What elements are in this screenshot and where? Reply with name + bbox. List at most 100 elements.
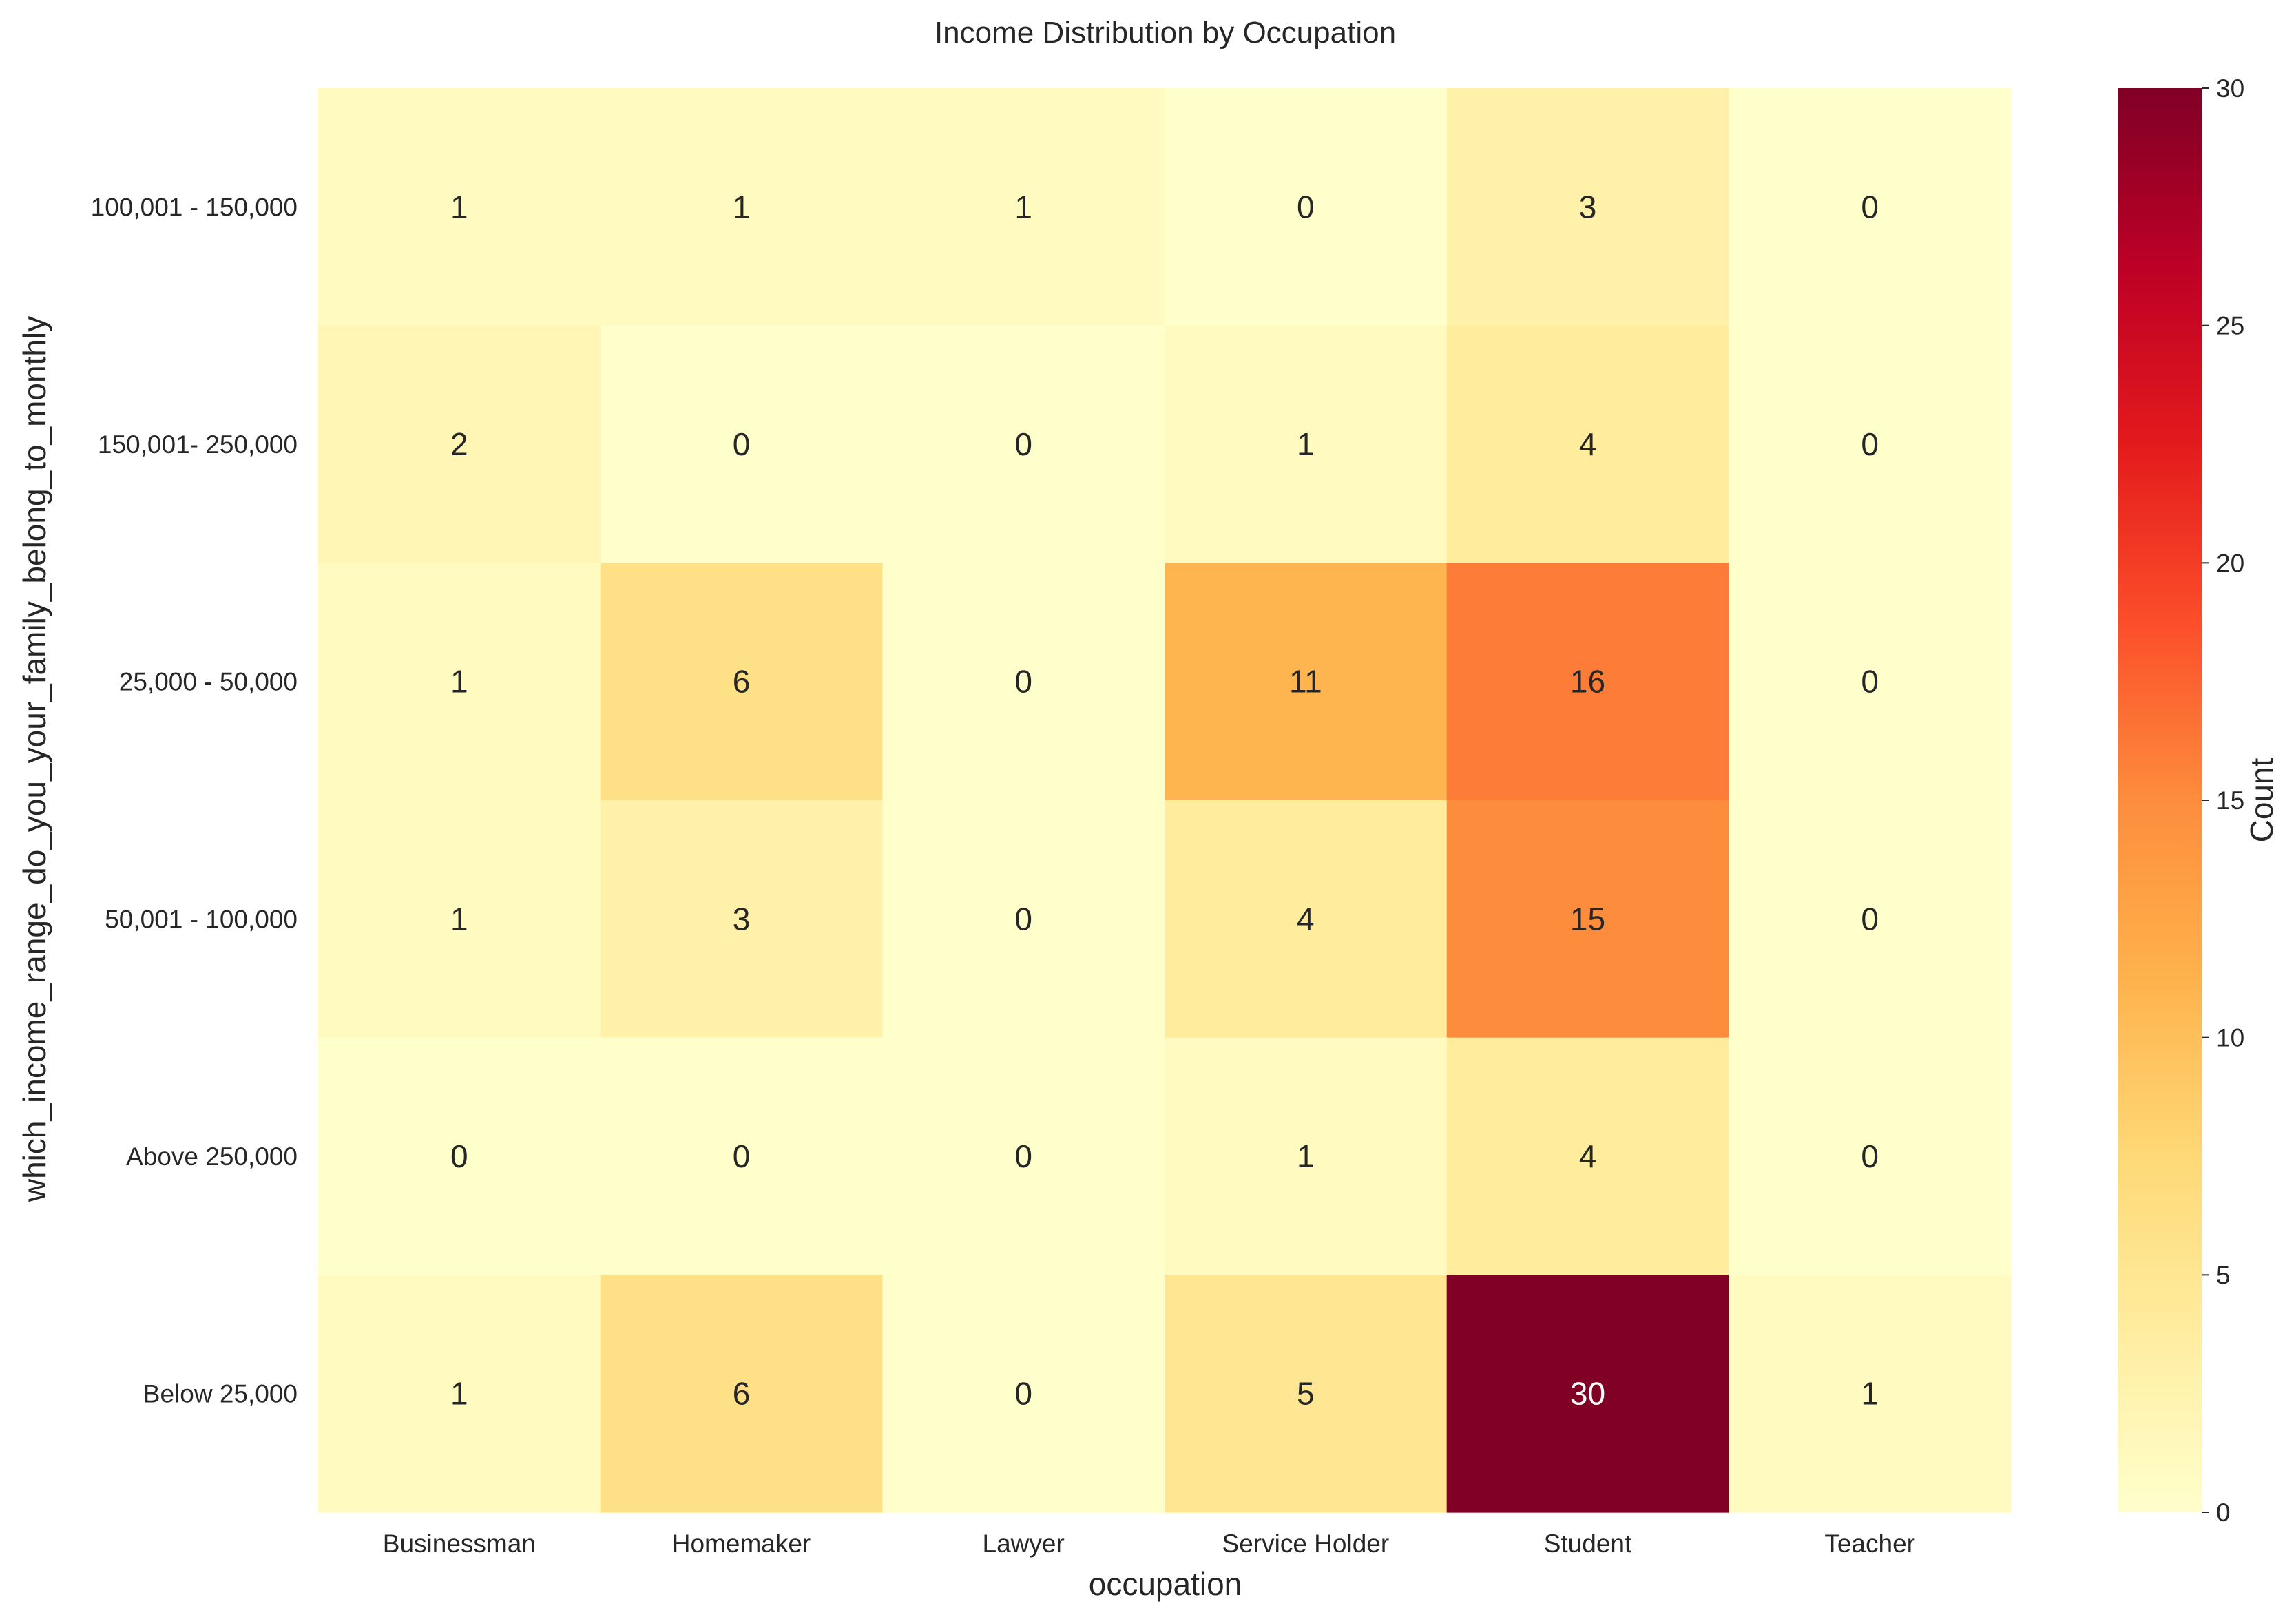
y-tick-label: Above 250,000 bbox=[126, 1142, 298, 1171]
cell-value-label: 4 bbox=[1297, 901, 1315, 937]
heatmap-cell bbox=[882, 1037, 1165, 1275]
y-tick-label: 25,000 - 50,000 bbox=[119, 668, 298, 696]
cell-value-label: 4 bbox=[1579, 426, 1597, 462]
heatmap-cell bbox=[600, 88, 883, 326]
heatmap-cell bbox=[882, 1275, 1165, 1513]
heatmap-cell bbox=[1729, 325, 2012, 563]
cell-value-label: 1 bbox=[450, 189, 468, 224]
chart-title: Income Distribution by Occupation bbox=[935, 16, 1396, 50]
cell-value-label: 0 bbox=[1861, 664, 1879, 700]
colorbar-tick-label: 20 bbox=[2216, 549, 2244, 577]
colorbar-tick-label: 0 bbox=[2216, 1498, 2231, 1527]
cell-value-label: 6 bbox=[733, 664, 751, 700]
cell-value-label: 0 bbox=[1861, 1138, 1879, 1174]
y-tick-label: 50,001 - 100,000 bbox=[105, 905, 298, 933]
heatmap-cell bbox=[1165, 800, 1448, 1038]
heatmap-cell bbox=[1165, 325, 1448, 563]
heatmap-cell bbox=[1729, 1037, 2012, 1275]
cell-value-label: 1 bbox=[1014, 189, 1032, 224]
cell-value-label: 6 bbox=[733, 1376, 751, 1412]
cell-value-label: 1 bbox=[1297, 1138, 1315, 1174]
heatmap-cell bbox=[600, 1275, 883, 1513]
cell-value-label: 4 bbox=[1579, 1138, 1597, 1174]
heatmap-cell bbox=[1165, 1275, 1448, 1513]
heatmap-cell bbox=[600, 325, 883, 563]
cell-value-label: 5 bbox=[1297, 1376, 1315, 1412]
cell-value-label: 1 bbox=[450, 1376, 468, 1412]
heatmap-cell bbox=[1729, 800, 2012, 1038]
cell-value-label: 2 bbox=[450, 426, 468, 462]
heatmap-cell bbox=[318, 563, 601, 801]
cell-value-label: 15 bbox=[1570, 901, 1605, 937]
heatmap-cell bbox=[1446, 1037, 1729, 1275]
y-tick-labels: 100,001 - 150,000 150,001- 250,000 25,000 … bbox=[91, 193, 298, 1408]
colorbar-ticks: 0 5 10 15 20 25 30 bbox=[2202, 74, 2244, 1527]
cell-value-label: 0 bbox=[1014, 426, 1032, 462]
x-tick-label: Lawyer bbox=[983, 1529, 1065, 1558]
heatmap-cell bbox=[1729, 563, 2012, 801]
heatmap-cell-labels: 1 1 1 0 3 02 0 0 1 4 01 6 0 11 16 01 3 0 4 15 00 0 0 1 4 01 6 0 5 30 1 bbox=[450, 189, 1879, 1411]
heatmap-cell bbox=[882, 563, 1165, 801]
cell-value-label: 0 bbox=[1014, 1138, 1032, 1174]
colorbar-tick-label: 25 bbox=[2216, 312, 2244, 340]
cell-value-label: 0 bbox=[1861, 901, 1879, 937]
y-tick-label: 150,001- 250,000 bbox=[98, 430, 298, 459]
x-tick-label: Service Holder bbox=[1222, 1529, 1390, 1558]
y-tick-label: Below 25,000 bbox=[143, 1380, 298, 1408]
heatmap-cell bbox=[318, 1275, 601, 1513]
cell-value-label: 0 bbox=[1014, 901, 1032, 937]
cell-value-label: 3 bbox=[733, 901, 751, 937]
heatmap-cell bbox=[318, 1037, 601, 1275]
heatmap-cell bbox=[1165, 88, 1448, 326]
cell-value-label: 16 bbox=[1570, 664, 1605, 700]
x-tick-label: Teacher bbox=[1824, 1529, 1915, 1558]
cell-value-label: 1 bbox=[733, 189, 751, 224]
heatmap-cell bbox=[1446, 563, 1729, 801]
heatmap-cell bbox=[1165, 563, 1448, 801]
cell-value-label: 1 bbox=[450, 664, 468, 700]
heatmap-cell bbox=[600, 563, 883, 801]
heatmap-cell bbox=[1165, 1037, 1448, 1275]
x-axis-label: occupation bbox=[1089, 1566, 1242, 1602]
heatmap-cell bbox=[318, 800, 601, 1038]
cell-value-label: 0 bbox=[1861, 426, 1879, 462]
heatmap-cell bbox=[1446, 88, 1729, 326]
colorbar bbox=[2118, 88, 2202, 1512]
cell-value-label: 30 bbox=[1570, 1376, 1605, 1412]
heatmap-cell bbox=[600, 1037, 883, 1275]
cell-value-label: 1 bbox=[1297, 426, 1315, 462]
cell-value-label: 0 bbox=[733, 1138, 751, 1174]
heatmap-cell bbox=[1446, 325, 1729, 563]
x-tick-label: Homemaker bbox=[672, 1529, 811, 1558]
cell-value-label: 1 bbox=[1861, 1376, 1879, 1412]
cell-value-label: 1 bbox=[450, 901, 468, 937]
colorbar-tick-label: 30 bbox=[2216, 74, 2244, 103]
y-tick-label: 100,001 - 150,000 bbox=[91, 193, 298, 221]
heatmap-cell bbox=[882, 325, 1165, 563]
heatmap-cell bbox=[1446, 1275, 1729, 1513]
cell-value-label: 0 bbox=[733, 426, 751, 462]
heatmap-cell bbox=[882, 800, 1165, 1038]
heatmap-cell bbox=[600, 800, 883, 1038]
y-axis-label: which_income_range_do_you_your_family_be… bbox=[17, 316, 52, 1202]
colorbar-tick-label: 10 bbox=[2216, 1024, 2244, 1052]
heatmap-cell bbox=[318, 88, 601, 326]
cell-value-label: 0 bbox=[450, 1138, 468, 1174]
cell-value-label: 0 bbox=[1014, 664, 1032, 700]
x-tick-labels: Businessman Homemaker Lawyer Service Holder… bbox=[383, 1529, 1915, 1558]
colorbar-tick-label: 5 bbox=[2216, 1261, 2231, 1289]
heatmap-cells bbox=[318, 88, 2012, 1513]
heatmap-cell bbox=[318, 325, 601, 563]
cell-value-label: 0 bbox=[1297, 189, 1315, 224]
heatmap-cell bbox=[1729, 1275, 2012, 1513]
x-tick-label: Student bbox=[1544, 1529, 1632, 1558]
colorbar-label: Count bbox=[2244, 758, 2279, 842]
x-tick-label: Businessman bbox=[383, 1529, 536, 1558]
heatmap-cell bbox=[1729, 88, 2012, 326]
heatmap-cell bbox=[1446, 800, 1729, 1038]
heatmap-cell bbox=[882, 88, 1165, 326]
cell-value-label: 0 bbox=[1014, 1376, 1032, 1412]
cell-value-label: 11 bbox=[1289, 664, 1322, 700]
colorbar-tick-label: 15 bbox=[2216, 786, 2244, 815]
